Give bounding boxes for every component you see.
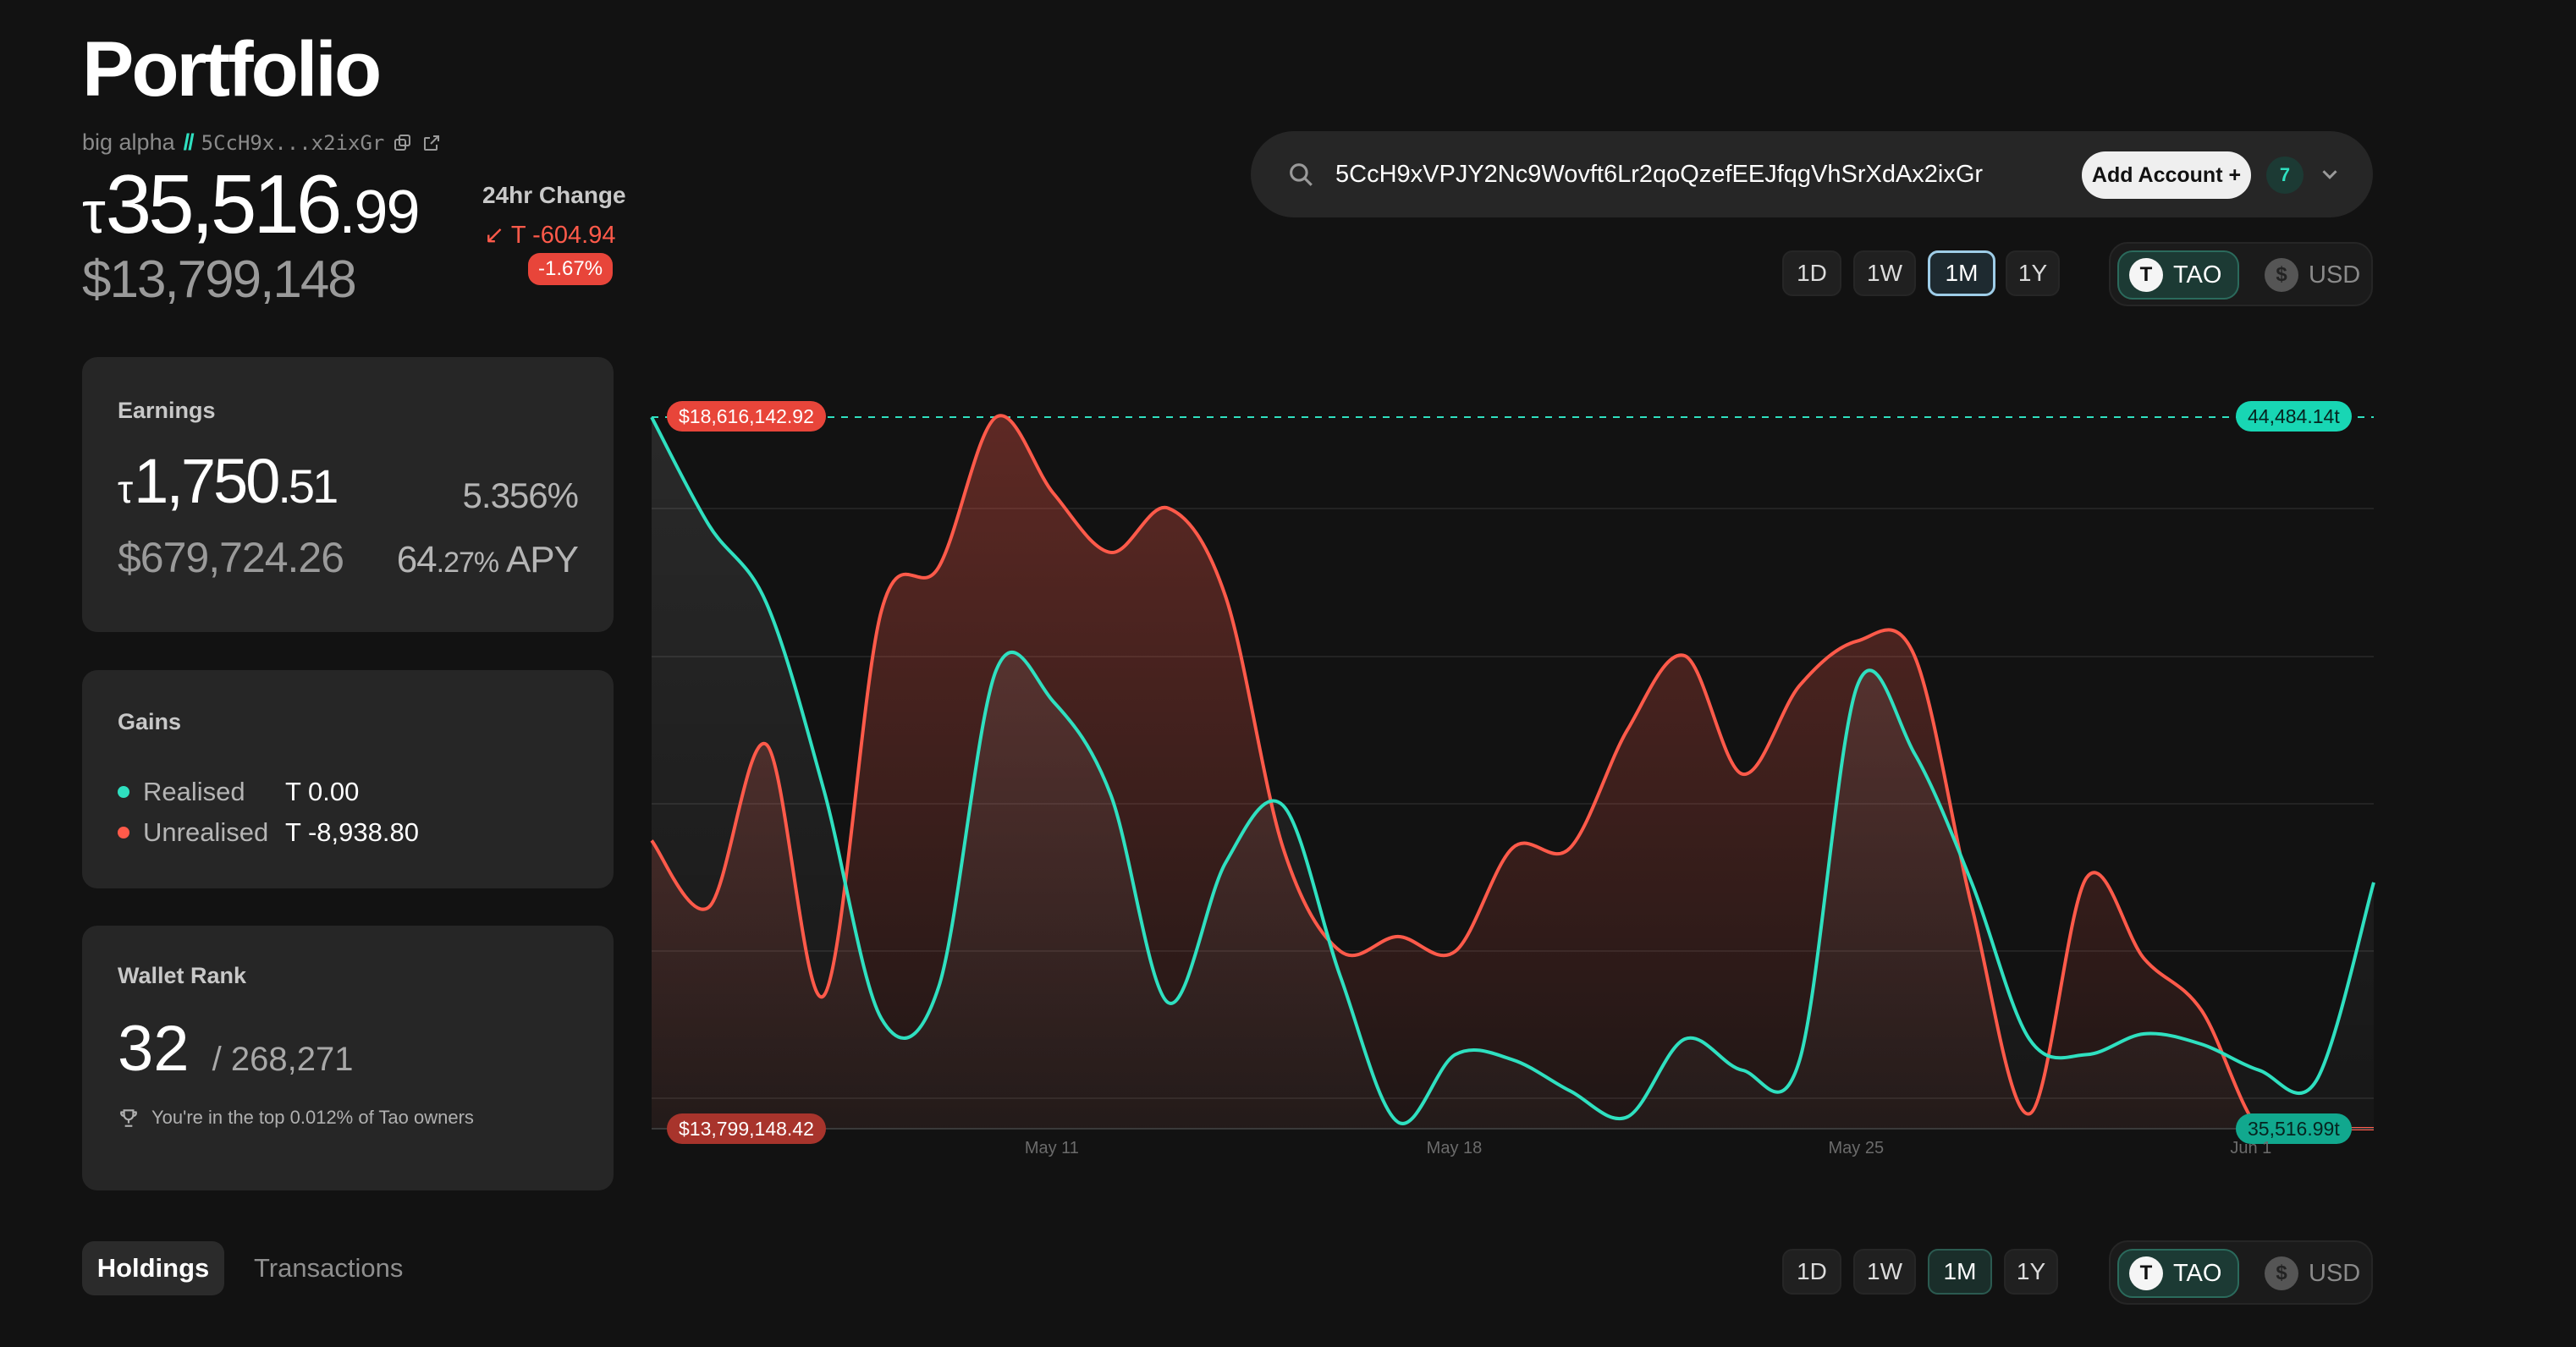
page-title: Portfolio [82,26,382,113]
add-account-button[interactable]: Add Account + [2082,151,2251,199]
change-24h-amount: T -604.94 [510,222,616,249]
x-tick-label: May 11 [1024,1139,1079,1157]
tab-transactions[interactable]: Transactions [254,1253,404,1283]
rank-note-text: You're in the top 0.012% of Tao owners [151,1107,474,1128]
usd-line [650,414,2374,1140]
balance-usd: $13,799,148 [82,250,357,309]
range-1m-bottom[interactable]: 1M [1928,1249,1992,1295]
x-tick-label: May 25 [1828,1139,1885,1157]
balance-tao-int: 35,516 [105,157,343,250]
account-count-badge[interactable]: 7 [2266,157,2304,194]
tab-holdings[interactable]: Holdings [82,1241,224,1295]
currency-toggle-top: T TAO $ USD [2109,242,2373,306]
currency-usd-label: USD [2309,261,2361,289]
currency-usd-label: USD [2309,1259,2361,1287]
gain-realised-row: Realised T 0.00 [118,777,359,807]
tao-coin-icon: T [2129,258,2163,292]
usd-high-label: $18,616,142.92 [667,401,826,432]
x-tick-label: May 18 [1426,1139,1483,1157]
tao-line [650,416,2375,1125]
apy-int: 64 [396,539,438,580]
account-line: big alpha // 5CcH9x...x2ixGr [82,129,442,156]
search-icon [1290,163,1313,186]
balance-tao: τ35,516.99 [82,162,421,246]
rank-note: You're in the top 0.012% of Tao owners [118,1107,474,1129]
gains-card: Gains Realised T 0.00 Unrealised T -8,93… [82,670,614,888]
earnings-percent: 5.356% [462,476,579,515]
realised-label: Realised [143,777,245,806]
down-arrow-icon: ↙ [484,222,505,249]
earnings-tao-dec: .51 [278,459,339,513]
x-tick-label: Jun 1 [2230,1139,2272,1157]
gains-title: Gains [118,709,182,734]
copy-icon[interactable] [393,133,413,153]
change-24h-label: 24hr Change [482,182,626,208]
unrealised-dot-icon [118,827,129,838]
earnings-card: Earnings τ1,750.51 5.356% $679,724.26 64… [82,357,614,632]
account-separator: // [183,129,195,155]
rank-total: / 268,271 [212,1041,354,1078]
earnings-tao-int: 1,750 [134,446,280,516]
balance-tao-dec: .99 [339,179,420,246]
earnings-apy: 64.27% APY [396,539,579,581]
range-1d-top[interactable]: 1D [1782,250,1841,296]
range-1d-bottom[interactable]: 1D [1782,1249,1841,1295]
earnings-tao: τ1,750.51 [118,450,339,513]
change-24h-badge: -1.67% [528,253,614,285]
external-link-icon[interactable] [421,133,442,153]
account-name: big alpha [82,129,175,155]
search-input[interactable] [1335,153,2063,195]
currency-tao-bottom[interactable]: T TAO [2117,1249,2239,1298]
tao-coin-icon: T [2129,1256,2163,1290]
currency-usd-bottom[interactable]: $ USD [2254,1249,2368,1298]
earnings-title: Earnings [118,398,216,423]
earnings-usd: $679,724.26 [118,534,344,581]
currency-usd-top[interactable]: $ USD [2254,250,2368,300]
wallet-rank-card: Wallet Rank 32 / 268,271 You're in the t… [82,926,614,1190]
tao-symbol: τ [118,467,133,511]
short-address: 5CcH9x...x2ixGr [201,130,385,155]
currency-tao-label: TAO [2173,261,2222,289]
currency-toggle-bottom: T TAO $ USD [2109,1240,2373,1305]
range-1m-top[interactable]: 1M [1928,250,1995,296]
account-search-bar: Add Account + 7 [1251,131,2373,217]
unrealised-value: T -8,938.80 [285,817,419,847]
tao-area [652,417,2374,1130]
apy-dec: .27% [436,547,499,579]
wallet-rank-title: Wallet Rank [118,963,247,988]
usd-coin-icon: $ [2265,1256,2298,1290]
wallet-rank: 32 / 268,271 [118,1017,354,1081]
tao-low-label: 35,516.99t [2236,1113,2352,1144]
trophy-icon [120,1109,137,1127]
gain-unrealised-row: Unrealised T -8,938.80 [118,817,419,848]
currency-tao-top[interactable]: T TAO [2117,250,2239,300]
realised-dot-icon [118,786,129,798]
range-1w-top[interactable]: 1W [1853,250,1916,296]
currency-tao-label: TAO [2173,1259,2222,1287]
usd-area [652,415,2374,1138]
range-1w-bottom[interactable]: 1W [1853,1249,1916,1295]
tao-high-label: 44,484.14t [2236,401,2352,432]
apy-label: APY [498,539,579,580]
realised-value: T 0.00 [285,777,360,806]
usd-low-label: $13,799,148.42 [667,1113,826,1144]
chevron-down-icon[interactable] [2317,162,2342,187]
unrealised-label: Unrealised [143,817,269,847]
range-1y-bottom[interactable]: 1Y [2004,1249,2058,1295]
usd-coin-icon: $ [2265,258,2298,292]
rank-position: 32 [118,1013,190,1085]
range-1y-top[interactable]: 1Y [2006,250,2060,296]
change-24h-value: ↙ T -604.94 [484,220,615,250]
tao-symbol: τ [82,179,106,245]
